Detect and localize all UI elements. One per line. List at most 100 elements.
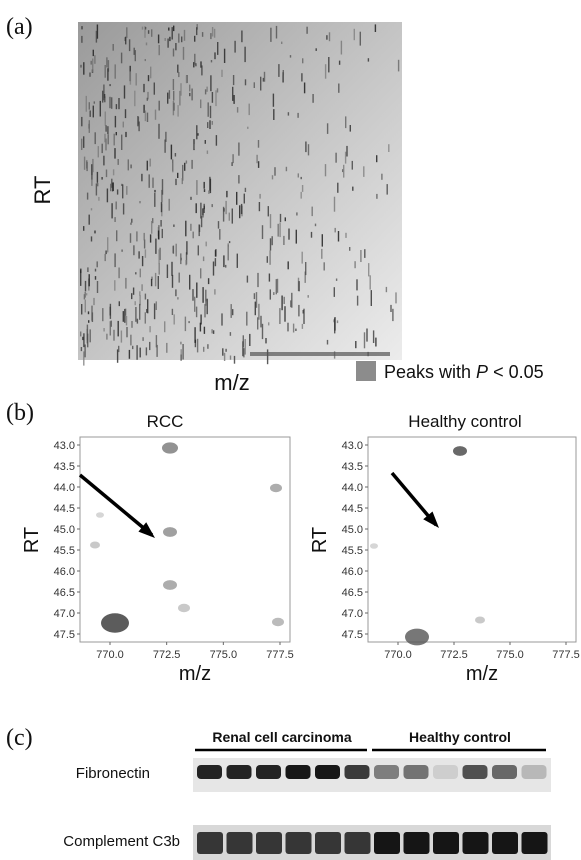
peak bbox=[125, 36, 127, 45]
peak bbox=[214, 258, 217, 267]
peak bbox=[301, 185, 304, 192]
peak bbox=[234, 40, 236, 53]
peak bbox=[244, 46, 246, 63]
peak bbox=[147, 75, 150, 82]
peak bbox=[154, 189, 156, 193]
x-axis-label: m/z bbox=[466, 663, 498, 685]
peak bbox=[196, 338, 199, 353]
peak bbox=[196, 27, 198, 36]
peak bbox=[282, 72, 284, 83]
peak bbox=[229, 332, 232, 336]
peak bbox=[111, 178, 113, 188]
peak bbox=[261, 323, 264, 340]
peak bbox=[88, 102, 90, 110]
peak bbox=[211, 121, 213, 125]
peak bbox=[203, 181, 205, 189]
peak bbox=[269, 214, 272, 229]
peak bbox=[355, 341, 357, 349]
peak bbox=[274, 167, 276, 176]
peak bbox=[247, 126, 249, 129]
peak bbox=[125, 308, 127, 316]
peak bbox=[157, 276, 159, 289]
peak bbox=[312, 94, 314, 103]
peak bbox=[183, 29, 186, 41]
peak bbox=[275, 279, 277, 295]
peak bbox=[91, 164, 93, 180]
peak bbox=[211, 27, 214, 37]
peak bbox=[277, 223, 279, 237]
peak bbox=[136, 345, 138, 360]
peak bbox=[177, 105, 179, 117]
plot-title: RCC bbox=[147, 412, 184, 431]
peak bbox=[88, 320, 90, 323]
peak bbox=[230, 304, 232, 318]
peak bbox=[257, 317, 259, 330]
peak bbox=[223, 255, 225, 268]
peak bbox=[356, 295, 359, 306]
peak bbox=[151, 276, 153, 280]
peak bbox=[298, 281, 300, 292]
peak bbox=[374, 24, 377, 32]
peak bbox=[101, 177, 103, 180]
spot bbox=[101, 613, 129, 633]
peak bbox=[334, 318, 336, 334]
peak bbox=[390, 304, 392, 312]
peak bbox=[193, 144, 195, 149]
peak bbox=[231, 208, 233, 224]
peak bbox=[139, 268, 141, 278]
band bbox=[315, 832, 341, 854]
y-tick-label: 44.5 bbox=[54, 503, 75, 515]
peak bbox=[141, 173, 143, 182]
peak bbox=[211, 329, 213, 334]
peak bbox=[283, 296, 285, 304]
peak bbox=[149, 158, 151, 167]
peak bbox=[386, 184, 388, 195]
peak bbox=[273, 292, 275, 295]
y-tick-label: 44.5 bbox=[342, 503, 363, 515]
peak bbox=[291, 292, 293, 308]
peak bbox=[197, 245, 199, 256]
peak bbox=[118, 98, 120, 110]
peak bbox=[112, 44, 114, 51]
peak bbox=[217, 221, 220, 229]
peak bbox=[168, 27, 170, 31]
peak bbox=[155, 335, 158, 348]
peak bbox=[136, 231, 138, 242]
band bbox=[256, 832, 282, 854]
peak bbox=[270, 27, 272, 42]
peak bbox=[90, 60, 92, 65]
peak bbox=[336, 320, 339, 324]
peak bbox=[225, 200, 227, 215]
peak bbox=[195, 203, 197, 214]
peak bbox=[172, 48, 175, 57]
peak bbox=[228, 212, 230, 221]
peak bbox=[173, 90, 175, 101]
peak bbox=[110, 320, 112, 327]
peak bbox=[231, 162, 233, 166]
peak bbox=[144, 110, 147, 122]
peak bbox=[97, 146, 99, 158]
panel-b: RCC 43.0 43.5 44.0 44.5 45.0 45.5 46.0 46.5 47.0 4… bbox=[21, 412, 580, 685]
peak bbox=[139, 201, 141, 204]
peak bbox=[204, 89, 207, 95]
peak bbox=[172, 79, 175, 90]
peak bbox=[130, 334, 132, 346]
peak bbox=[278, 64, 280, 77]
peak bbox=[97, 183, 99, 187]
peak bbox=[207, 278, 210, 285]
peak bbox=[212, 261, 215, 276]
peak bbox=[311, 206, 313, 217]
peak bbox=[210, 75, 212, 92]
peak bbox=[170, 144, 173, 160]
peak bbox=[388, 144, 390, 152]
peak bbox=[110, 183, 112, 192]
peak bbox=[359, 31, 361, 46]
peak bbox=[107, 237, 109, 253]
legend-swatch bbox=[356, 361, 376, 381]
peak bbox=[315, 48, 317, 51]
peak bbox=[227, 243, 229, 247]
peak bbox=[392, 308, 394, 322]
peak bbox=[241, 30, 243, 43]
arrow-head bbox=[138, 522, 155, 538]
peak bbox=[159, 247, 161, 260]
